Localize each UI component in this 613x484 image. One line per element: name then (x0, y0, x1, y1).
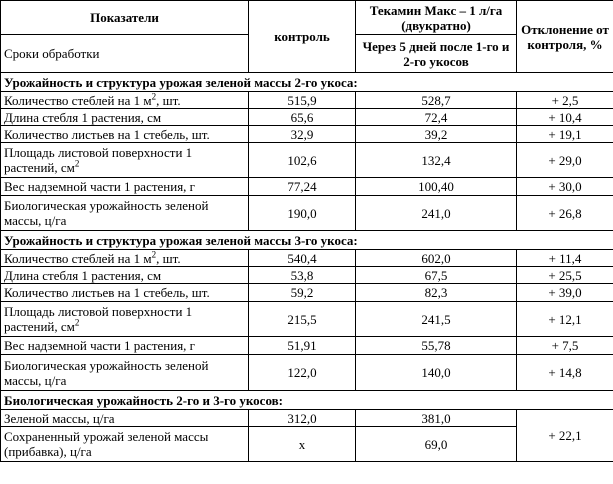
control-value: 540,4 (248, 249, 356, 267)
table-row: Биологическая урожайность зеленой массы,… (0, 195, 613, 231)
table-row: Вес надземной части 1 растения, г 51,91 55… (0, 336, 613, 355)
treatment-value: 132,4 (355, 142, 517, 178)
row-label-suffix: , шт. (156, 92, 181, 108)
row-label-text: Сохраненный урожай зеленой массы (прибав… (4, 429, 209, 459)
treatment-value: 241,5 (355, 301, 517, 337)
row-label: Биологическая урожайность зеленой массы,… (0, 195, 249, 231)
control-value: 190,0 (248, 195, 356, 231)
row-label-text: Количество листьев на 1 стебель, шт. (4, 126, 210, 142)
table-row: Длина стебля 1 растения, см 65,6 72,4 + 10,… (0, 108, 613, 126)
row-label-text: Длина стебля 1 растения, см (4, 267, 162, 283)
control-value: 102,6 (248, 142, 356, 178)
deviation-value: + 12,1 (516, 301, 613, 337)
deviation-value: + 14,8 (516, 354, 613, 391)
section-title: Урожайность и структура урожая зеленой м… (0, 230, 613, 250)
row-label: Количество стеблей на 1 м2, шт. (0, 249, 249, 267)
header-drug: Текамин Макс – 1 л/га (двукратно) (355, 0, 517, 35)
deviation-value: + 39,0 (516, 283, 613, 302)
control-value: 515,9 (248, 91, 356, 109)
row-label: Количество листьев на 1 стебель, шт. (0, 125, 249, 143)
row-label: Вес надземной части 1 растения, г (0, 336, 249, 355)
treatment-value: 100,40 (355, 177, 517, 196)
row-label-text: Площадь листовой поверхности 1 растений,… (4, 304, 193, 334)
table-row: Количество стеблей на 1 м2, шт. 540,4 602,… (0, 249, 613, 267)
row-label-text: Зеленой массы, ц/га (4, 410, 115, 426)
row-label-text: Количество листьев на 1 стебель, шт. (4, 285, 210, 300)
control-value: 59,2 (248, 283, 356, 302)
deviation-value: + 26,8 (516, 195, 613, 231)
treatment-value: 67,5 (355, 266, 517, 284)
table-row: Количество листьев на 1 стебель, шт. 59,2… (0, 283, 613, 302)
row-label-text: Площадь листовой поверхности 1 растений,… (4, 145, 193, 175)
row-label-suffix: , шт. (156, 250, 181, 266)
table-row: Биологическая урожайность зеленой массы,… (0, 354, 613, 391)
treatment-value: 602,0 (355, 249, 517, 267)
table-row: Площадь листовой поверхности 1 растений,… (0, 301, 613, 337)
row-label: Площадь листовой поверхности 1 растений,… (0, 301, 249, 337)
deviation-value: + 30,0 (516, 177, 613, 196)
row-label: Площадь листовой поверхности 1 растений,… (0, 142, 249, 178)
treatment-value: 55,78 (355, 336, 517, 355)
row-label: Количество стеблей на 1 м2, шт. (0, 91, 249, 109)
table-row: Площадь листовой поверхности 1 растений,… (0, 142, 613, 178)
treatment-value: 69,0 (355, 426, 517, 462)
treatment-value: 528,7 (355, 91, 517, 109)
control-value: 77,24 (248, 177, 356, 196)
row-label: Вес надземной части 1 растения, г (0, 177, 249, 196)
row-label: Количество листьев на 1 стебель, шт. (0, 283, 249, 302)
control-value: 32,9 (248, 125, 356, 143)
row-label-text: Вес надземной части 1 растения, г (4, 179, 196, 194)
deviation-value: + 25,5 (516, 266, 613, 284)
row-label-text: Длина стебля 1 растения, см (4, 109, 162, 125)
row-label-text: Количество стеблей на 1 м (4, 250, 152, 266)
row-label: Биологическая урожайность зеленой массы,… (0, 354, 249, 391)
results-table: Показатели контроль Текамин Макс – 1 л/г… (0, 0, 613, 462)
row-label: Длина стебля 1 растения, см (0, 266, 249, 284)
header-deviation: Отклонение от контроля, % (516, 0, 613, 73)
control-value: 53,8 (248, 266, 356, 284)
deviation-value: + 29,0 (516, 142, 613, 178)
section-title: Биологическая урожайность 2-го и 3-го ук… (0, 390, 613, 410)
treatment-value: 381,0 (355, 409, 517, 427)
row-label-text: Биологическая урожайность зеленой массы,… (4, 357, 209, 388)
table-row: Количество листьев на 1 стебель, шт. 32,9… (0, 125, 613, 143)
control-value: 215,5 (248, 301, 356, 337)
control-value: 51,91 (248, 336, 356, 355)
row-label-text: Количество стеблей на 1 м (4, 92, 152, 108)
row-label: Длина стебля 1 растения, см (0, 108, 249, 126)
deviation-value: + 19,1 (516, 125, 613, 143)
control-value: х (248, 426, 356, 462)
section-title: Урожайность и структура урожая зеленой м… (0, 72, 613, 92)
table-row: Зеленой массы, ц/га 312,0 381,0 + 22,1 (0, 409, 613, 462)
control-value: 122,0 (248, 354, 356, 391)
row-label-text: Биологическая урожайность зеленой массы,… (4, 198, 209, 228)
header-control: контроль (248, 0, 356, 73)
deviation-value: + 7,5 (516, 336, 613, 355)
row-label: Сохраненный урожай зеленой массы (прибав… (0, 426, 249, 462)
unit-superscript: 2 (151, 249, 157, 260)
unit-superscript: 2 (74, 317, 80, 328)
table-row: Сохраненный урожай зеленой массы (прибав… (0, 426, 613, 462)
table-row: Количество стеблей на 1 м2, шт. 515,9 528,… (0, 91, 613, 109)
treatment-value: 140,0 (355, 354, 517, 391)
unit-superscript: 2 (74, 158, 80, 169)
header-indicators: Показатели (0, 0, 249, 35)
deviation-value: + 11,4 (516, 249, 613, 267)
treatment-value: 72,4 (355, 108, 517, 126)
control-value: 65,6 (248, 108, 356, 126)
header-drug-sub: Через 5 дней после 1-го и 2-го укосов (355, 34, 517, 73)
deviation-value: + 2,5 (516, 91, 613, 109)
table-row: Длина стебля 1 растения, см 53,8 67,5 + 25,… (0, 266, 613, 284)
table-row: Вес надземной части 1 растения, г 77,24 10… (0, 177, 613, 196)
treatment-value: 241,0 (355, 195, 517, 231)
deviation-value: + 22,1 (516, 409, 613, 462)
header-periods: Сроки обработки (0, 34, 249, 73)
treatment-value: 82,3 (355, 283, 517, 302)
treatment-value: 39,2 (355, 125, 517, 143)
unit-superscript: 2 (151, 91, 157, 102)
row-label-text: Вес надземной части 1 растения, г (4, 338, 196, 353)
row-label: Зеленой массы, ц/га (0, 409, 249, 427)
deviation-value: + 10,4 (516, 108, 613, 126)
control-value: 312,0 (248, 409, 356, 427)
